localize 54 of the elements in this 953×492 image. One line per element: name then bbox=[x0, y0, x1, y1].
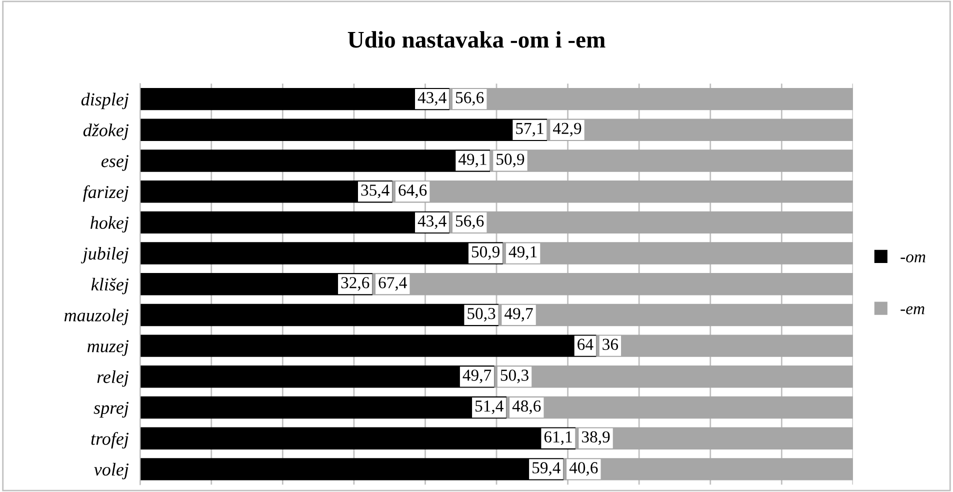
y-tick-label: farizej bbox=[83, 185, 129, 202]
data-label: 51,4 bbox=[476, 400, 504, 414]
y-tick-label: džokej bbox=[83, 124, 129, 140]
bar bbox=[140, 180, 392, 203]
bar bbox=[140, 396, 506, 419]
data-label: 56,6 bbox=[456, 92, 484, 106]
y-tick-label: jubilej bbox=[80, 247, 129, 264]
y-tick-label: sprej bbox=[94, 402, 129, 418]
data-label: 67,4 bbox=[378, 277, 407, 291]
data-label: 40,6 bbox=[569, 462, 598, 476]
y-tick-label: hokej bbox=[90, 216, 129, 233]
bar bbox=[140, 88, 450, 110]
data-label: 48,6 bbox=[512, 400, 541, 414]
y-tick-label: displej bbox=[81, 92, 129, 110]
bar bbox=[140, 427, 576, 450]
bar bbox=[140, 242, 503, 264]
data-label: 35,4 bbox=[361, 184, 390, 198]
y-tick-label: klišej bbox=[91, 278, 129, 294]
data-label: 49,7 bbox=[504, 308, 533, 322]
data-label: 42,9 bbox=[553, 122, 582, 136]
y-tick-label: esej bbox=[101, 155, 129, 171]
data-label: 43,4 bbox=[418, 92, 446, 106]
data-label: 49,1 bbox=[458, 154, 486, 168]
data-label: 50,3 bbox=[500, 370, 528, 384]
data-label: 50,3 bbox=[468, 308, 496, 322]
bar bbox=[140, 150, 490, 172]
data-label: 32,6 bbox=[341, 277, 370, 291]
bar bbox=[140, 334, 596, 357]
data-label: 50,9 bbox=[472, 246, 500, 260]
data-label: 61,1 bbox=[544, 431, 572, 445]
data-label: 50,9 bbox=[496, 154, 524, 168]
y-tick-label: volej bbox=[94, 462, 129, 480]
data-label: 59,4 bbox=[532, 462, 560, 476]
data-label: 64 bbox=[578, 338, 594, 350]
chart-title: Udio nastavaka -om i -em bbox=[348, 31, 606, 48]
y-tick-label: muzej bbox=[88, 340, 129, 356]
bar bbox=[140, 304, 499, 326]
y-tick-label: trofej bbox=[91, 432, 129, 449]
legend-label: -em bbox=[900, 306, 924, 314]
data-label: 49,1 bbox=[508, 246, 537, 260]
data-label: 38,9 bbox=[582, 431, 610, 445]
bar bbox=[140, 118, 548, 142]
legend-label: -om bbox=[900, 254, 926, 262]
data-label: 43,4 bbox=[418, 215, 446, 230]
data-label: 57,1 bbox=[516, 122, 544, 136]
data-label: 56,6 bbox=[456, 215, 484, 230]
data-label: 49,7 bbox=[462, 370, 492, 384]
y-tick-label: mauzolej bbox=[64, 308, 129, 326]
bar bbox=[140, 211, 450, 234]
bar bbox=[140, 366, 494, 388]
data-label: 36 bbox=[602, 338, 618, 350]
y-tick-label: relej bbox=[97, 370, 129, 387]
data-label: 64,6 bbox=[398, 184, 427, 198]
bar bbox=[140, 458, 564, 480]
